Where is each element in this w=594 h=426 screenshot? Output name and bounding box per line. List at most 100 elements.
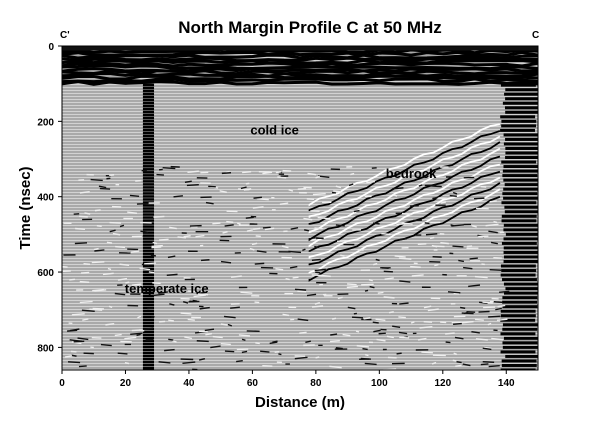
- scatter-texture: [79, 280, 90, 284]
- scatter-texture: [130, 332, 143, 335]
- scatter-texture: [81, 309, 95, 312]
- scatter-texture: [449, 194, 457, 197]
- diffraction-band: [142, 198, 155, 201]
- diffraction-band: [142, 140, 155, 144]
- scatter-texture: [230, 275, 242, 278]
- scatter-texture: [224, 224, 234, 227]
- scatter-texture: [193, 294, 206, 298]
- diffraction-band: [142, 309, 155, 313]
- edge-reflector: [500, 273, 536, 277]
- diffraction-band: [142, 360, 155, 364]
- scatter-texture: [393, 194, 398, 197]
- scatter-texture: [456, 360, 462, 364]
- scatter-texture: [445, 341, 451, 344]
- diffraction-band: [142, 225, 155, 228]
- diffraction-band: [142, 216, 155, 219]
- scatter-texture: [115, 245, 126, 249]
- diffraction-band: [142, 282, 155, 286]
- diffraction-band: [142, 279, 155, 283]
- diffraction-band: [142, 189, 155, 192]
- diffraction-band: [142, 336, 155, 340]
- scatter-texture: [463, 266, 473, 270]
- scatter-texture: [452, 191, 458, 195]
- scatter-texture: [79, 215, 88, 218]
- scatter-texture: [277, 176, 287, 179]
- scatter-texture: [140, 230, 149, 233]
- scatter-texture: [168, 338, 174, 341]
- diffraction-band: [142, 243, 155, 246]
- scatter-texture: [117, 352, 128, 355]
- scatter-texture: [117, 277, 128, 281]
- scatter-texture: [91, 261, 105, 264]
- scatter-texture: [136, 333, 141, 337]
- scatter-texture: [399, 280, 411, 283]
- scatter-texture: [451, 224, 465, 227]
- scatter-texture: [106, 241, 113, 244]
- scatter-texture: [375, 258, 380, 262]
- scatter-texture: [427, 308, 439, 312]
- scatter-texture: [335, 185, 342, 189]
- scatter-texture: [398, 257, 412, 260]
- scatter-texture: [289, 265, 298, 269]
- edge-reflector: [504, 183, 538, 187]
- scatter-texture: [78, 365, 87, 368]
- scatter-texture: [71, 341, 82, 345]
- scatter-texture: [485, 223, 499, 227]
- scatter-texture: [347, 306, 356, 310]
- scatter-texture: [376, 338, 386, 342]
- diffraction-band: [142, 333, 155, 337]
- scatter-texture: [94, 249, 105, 252]
- edge-reflector: [500, 318, 536, 322]
- scatter-texture: [361, 283, 374, 286]
- edge-reflector: [501, 119, 537, 123]
- diffraction-band: [142, 288, 155, 292]
- scatter-texture: [151, 244, 163, 248]
- scatter-texture: [401, 222, 413, 225]
- edge-reflector: [503, 196, 538, 200]
- scatter-texture: [315, 271, 321, 274]
- scatter-texture: [70, 328, 80, 332]
- edge-reflector: [502, 174, 538, 178]
- scatter-texture: [93, 247, 99, 251]
- scatter-texture: [186, 184, 199, 187]
- edge-reflector: [503, 165, 538, 169]
- edge-reflector: [503, 187, 538, 191]
- bedrock-reflector: [308, 147, 501, 234]
- diffraction-band: [142, 204, 155, 207]
- scatter-texture: [230, 306, 240, 309]
- edge-reflector: [500, 350, 536, 354]
- scatter-texture: [254, 262, 265, 265]
- edge-reflector: [503, 246, 538, 250]
- scatter-texture: [224, 350, 235, 353]
- scatter-texture: [304, 229, 310, 232]
- edge-reflector: [503, 282, 538, 286]
- scatter-texture: [314, 268, 326, 272]
- scatter-texture: [303, 217, 313, 221]
- scatter-texture: [180, 312, 192, 315]
- x-axis-label: Distance (m): [255, 394, 345, 411]
- scatter-texture: [368, 279, 373, 282]
- scatter-texture: [252, 206, 264, 209]
- scatter-texture: [411, 274, 424, 277]
- scatter-texture: [364, 353, 369, 357]
- scatter-texture: [69, 339, 83, 342]
- scatter-texture: [469, 257, 478, 260]
- x-tick-label: 0: [59, 378, 65, 389]
- scatter-texture: [330, 333, 338, 336]
- diffraction-band: [142, 240, 155, 243]
- scatter-texture: [71, 313, 85, 316]
- diffraction-band: [142, 354, 155, 358]
- scatter-texture: [453, 322, 462, 325]
- scatter-texture: [340, 254, 345, 257]
- scatter-texture: [335, 346, 343, 350]
- annotation-label: cold ice: [250, 123, 298, 138]
- diffraction-band: [142, 339, 155, 343]
- bedrock-reflector: [308, 170, 501, 252]
- scatter-texture: [153, 293, 165, 297]
- scatter-texture: [256, 197, 269, 201]
- scatter-texture: [315, 175, 321, 179]
- scatter-texture: [488, 315, 501, 318]
- diffraction-band: [142, 122, 155, 126]
- scatter-texture: [429, 236, 435, 240]
